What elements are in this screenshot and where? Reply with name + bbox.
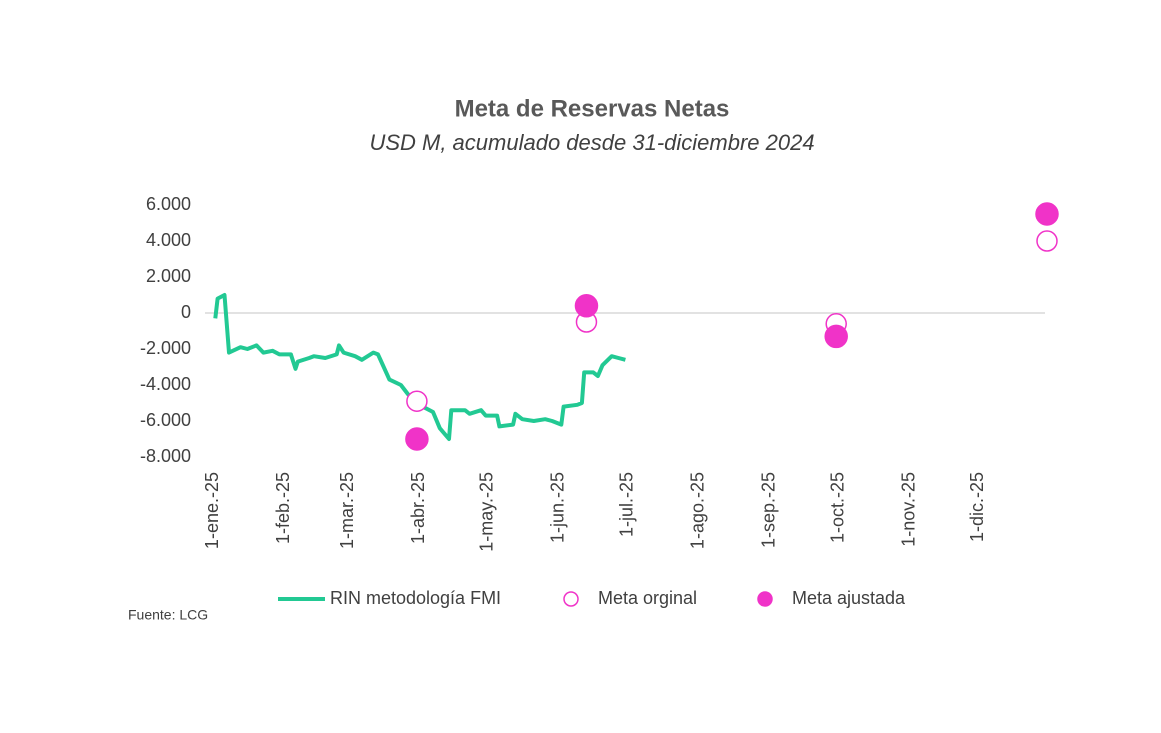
target-original [406, 390, 428, 412]
y-tick-label: -8.000 [140, 446, 191, 466]
x-tick-label: 1-jul.-25 [616, 472, 636, 537]
target-original [1036, 230, 1058, 252]
legend-swatch [563, 591, 579, 607]
x-tick-label: 1-oct.-25 [827, 472, 847, 543]
x-tick-label: 1-nov.-25 [898, 472, 918, 547]
x-tick-label: 1-sep.-25 [759, 472, 779, 548]
chart-subtitle: USD M, acumulado desde 31-diciembre 2024 [369, 130, 814, 155]
target-adjusted [1035, 202, 1059, 226]
x-tick-label: 1-dic.-25 [967, 472, 987, 542]
y-tick-label: 2.000 [146, 266, 191, 286]
target-adjusted [574, 294, 599, 318]
x-tick-label: 1-feb.-25 [273, 472, 293, 544]
legend-label: RIN metodología FMI [330, 588, 501, 608]
x-tick-label: 1-jun.-25 [548, 472, 568, 543]
x-tick-label: 1-may.-25 [477, 472, 497, 552]
x-tick-label: 1-abr.-25 [408, 472, 428, 544]
y-tick-label: 4.000 [146, 230, 191, 250]
x-tick-label: 1-ene.-25 [202, 472, 222, 549]
chart-title: Meta de Reservas Netas [455, 95, 730, 122]
legend-label: Meta orginal [598, 588, 697, 608]
target-adjusted [824, 324, 848, 349]
legend-swatch [757, 591, 773, 607]
y-tick-label: -4.000 [140, 374, 191, 394]
x-tick-label: 1-mar.-25 [337, 472, 357, 549]
source-note: Fuente: LCG [128, 607, 208, 623]
legend-label: Meta ajustada [792, 588, 906, 608]
y-tick-label: -2.000 [140, 338, 191, 358]
y-tick-label: 0 [181, 302, 191, 322]
x-tick-label: 1-ago.-25 [687, 472, 707, 549]
target-adjusted [405, 427, 429, 451]
rin-line [213, 293, 626, 441]
y-tick-label: 6.000 [146, 194, 191, 214]
y-tick-label: -6.000 [140, 410, 191, 430]
